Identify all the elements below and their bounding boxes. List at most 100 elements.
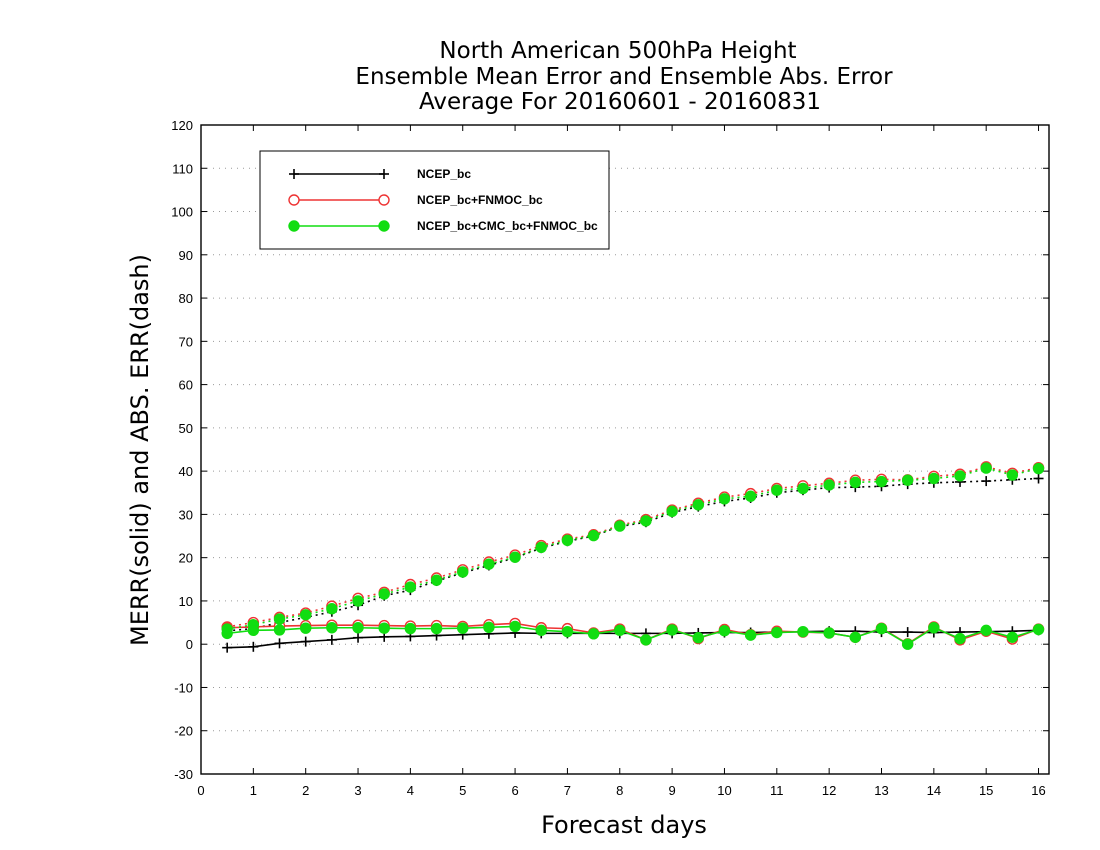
merr-point [353,632,364,643]
merr-point [274,638,285,649]
merr-point [901,638,914,650]
abs-err-point [901,474,914,486]
merr-point [849,631,862,643]
merr-point [299,622,312,634]
merr-point [300,636,311,647]
merr-point [430,622,443,635]
abs-err-point [1032,462,1045,475]
series-layer [221,461,1045,653]
series-abs-err-line [227,465,1039,628]
abs-err-point [981,476,992,487]
abs-err-point [614,520,626,532]
merr-point [666,624,678,636]
y-tick-label: 100 [171,205,193,220]
x-tick-label: 13 [874,783,888,798]
y-tick-label: 110 [172,161,193,176]
x-tick-label: 14 [927,783,941,798]
abs-err-point [797,482,809,495]
merr-point [561,625,574,638]
merr-point [718,625,731,637]
legend-label: NCEP_bc+FNMOC_bc [417,193,543,207]
abs-err-point [509,551,521,563]
merr-point [352,622,364,634]
y-tick-label: -10 [174,680,193,695]
x-tick-label: 7 [564,783,571,798]
abs-err-point [587,529,600,542]
legend: NCEP_bc NCEP_bc+FNMOC_bc NCEP_bc+CMC_bc+FN… [259,150,610,250]
series-abs-err-line [227,467,1039,630]
chart-title-line-3: Average For 20160601 - 20160831 [419,89,821,115]
abs-err-point [954,470,966,482]
series-1 [221,461,1045,650]
merr-point [744,629,757,641]
legend-marker [288,220,300,232]
abs-err-point [378,588,390,600]
abs-err-point [640,515,652,527]
x-tick-label: 4 [407,783,414,798]
merr-point [902,627,913,638]
abs-err-point [928,472,940,485]
x-tick-label: 12 [822,783,836,798]
abs-err-point [561,534,574,547]
abs-err-point [666,505,678,518]
gridlines [201,167,1049,732]
chart-title-block: North American 500hPa Height Ensemble Me… [355,38,893,115]
merr-point [248,641,259,652]
legend-marker [289,169,299,179]
merr-point [875,622,888,635]
legend-marker [378,220,390,232]
abs-err-point [273,613,286,625]
abs-err-point [718,493,731,505]
merr-point [273,624,286,636]
abs-err-point [535,541,547,553]
legend-label: NCEP_bc [417,167,471,181]
y-tick-label: -30 [174,767,193,782]
legend-marker [378,194,390,206]
abs-err-point [457,566,469,578]
merr-point [221,627,233,640]
merr-point [587,628,600,640]
x-tick-label: 15 [979,783,993,798]
merr-point [222,642,233,653]
y-tick-label: 120 [171,118,193,133]
y-axis-ticks: -30 -20 -10 0 10 20 30 40 50 60 70 80 90 100 110 120 [171,118,1049,782]
abs-err-point [352,595,364,607]
x-tick-label: 1 [250,783,257,798]
merr-point [326,634,337,645]
series-abs-err-line [227,477,1039,632]
series-2 [221,462,1045,650]
x-tick-label: 8 [616,783,623,798]
x-tick-label: 16 [1031,783,1045,798]
merr-point [771,626,783,639]
abs-err-point [326,603,338,615]
y-tick-label: -20 [174,724,193,739]
merr-point [404,622,417,635]
merr-point [640,634,652,646]
x-tick-label: 0 [197,783,204,798]
abs-err-point [299,609,312,621]
chart-title-line-1: North American 500hPa Height [439,38,796,64]
abs-err-point [849,476,862,489]
merr-point [823,627,835,639]
y-tick-label: 0 [186,637,193,652]
abs-err-point [771,484,783,496]
abs-err-point [404,581,417,593]
merr-point [1032,623,1045,636]
y-tick-label: 20 [179,551,193,566]
x-tick-label: 6 [511,783,518,798]
merr-point [247,624,260,637]
abs-err-point [744,490,757,502]
abs-err-point [980,462,992,474]
y-tick-label: 30 [179,507,193,522]
merr-point [326,622,338,634]
merr-point [928,622,940,634]
legend-marker [288,194,300,206]
x-tick-label: 5 [459,783,466,798]
merr-point [378,622,390,634]
y-tick-label: 50 [179,421,193,436]
abs-err-point [875,475,888,488]
y-tick-label: 40 [179,464,193,479]
y-tick-label: 80 [179,291,193,306]
legend-marker [379,169,389,179]
merr-point [483,621,495,634]
